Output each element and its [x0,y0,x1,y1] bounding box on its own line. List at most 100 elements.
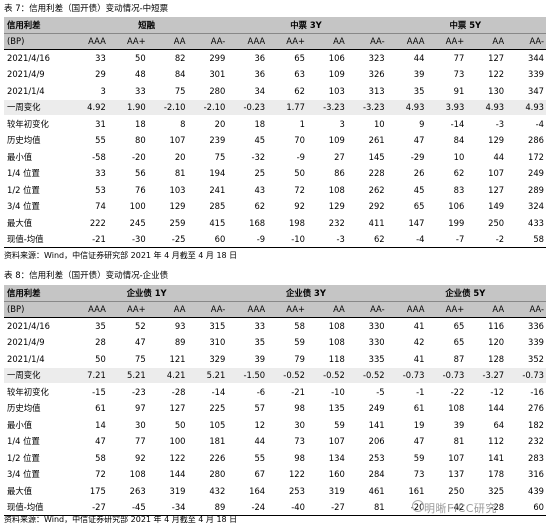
table-cell: 106 [306,49,347,67]
table-cell: 77 [426,49,467,67]
table-cell: 77 [107,433,148,450]
row-label: 2021/1/4 [4,350,68,368]
table-cell: 44 [386,49,427,67]
table-row: 一周变化 7.21 5.21 4.21 5.21 -1.50 -0.52 -0.52 -0.52… [4,367,546,384]
table-cell: 347 [506,82,546,100]
row-label: 最小值 [4,416,68,434]
table-cell: 103 [147,181,188,199]
table7-source: 资料来源：Wind，中信证券研究部 2021 年 4 月截至 4 月 18 日 [4,251,238,260]
table8-source: 资料来源：Wind，中信证券研究部 2021 年 4 月截至 4 月 18 日 [4,515,238,524]
group-header: 短融 [68,17,228,34]
table-cell: -3 [306,231,347,248]
table-cell: 3 [68,82,108,100]
table-row: 3/4 位置 72 108 144 280 67 122 160 284 73 137 178 316 [4,466,546,483]
row-label: 1/4 位置 [4,433,68,450]
table-cell: 76 [107,181,148,199]
table-cell: 64 [466,416,507,434]
table-cell: 249 [346,400,387,417]
table-row: 较年初变化 -15 -23 -28 -14 -6 -21 -10 -5 -1 -22 -12 -16 [4,383,546,401]
table-cell: 65 [426,334,467,351]
table-cell: 4.21 [147,367,188,384]
table-cell: 72 [267,181,307,199]
table-cell: 352 [506,350,546,368]
table-cell: 65 [267,49,307,67]
table-cell: -3 [466,115,507,133]
table-cell: 109 [306,132,347,149]
table-cell: 118 [306,350,347,368]
table-cell: 4.92 [68,99,108,116]
table-cell: 41 [386,350,427,368]
table-cell: 228 [346,165,387,182]
table-cell: -27 [306,499,347,516]
table-cell: 129 [466,132,507,149]
table-cell: 411 [346,214,387,232]
table-cell: 280 [187,466,228,483]
table-cell: 415 [187,214,228,232]
table-cell: 329 [187,350,228,368]
column-header: AA [306,301,347,318]
table-cell: 108 [306,181,347,199]
table-cell: 292 [346,198,387,215]
table-cell: 144 [147,466,188,483]
table-cell: 58 [68,449,108,467]
table-cell: -1.50 [227,367,268,384]
table-row: 最小值 14 30 50 105 12 30 59 141 19 39 64 182 [4,416,546,434]
table-cell: 116 [466,317,507,335]
table-cell: 45 [386,181,427,199]
table-cell: -14 [187,383,228,401]
table-cell: 144 [466,400,507,417]
table-cell: -3.23 [306,99,347,116]
table-cell: 35 [68,317,108,335]
table-cell: 161 [386,482,427,500]
table-cell: 62 [426,165,467,182]
group-header: 企业债 1Y [68,285,228,302]
table-cell: 92 [267,198,307,215]
table-cell: 263 [107,482,148,500]
table-cell: 36 [227,49,268,67]
table-cell: 70 [267,132,307,149]
table-cell: -40 [267,499,307,516]
table-cell: 25 [227,165,268,182]
table-cell: 301 [187,66,228,83]
table-cell: 31 [68,115,108,133]
table-cell: -12 [466,383,507,401]
table-cell: 43 [227,181,268,199]
table-cell: 112 [466,433,507,450]
table-cell: 222 [68,214,108,232]
table-cell: 65 [386,198,427,215]
table-cell: -30 [107,231,148,248]
table-cell: 325 [466,482,507,500]
table-cell: 127 [147,400,188,417]
table-cell: 33 [68,49,108,67]
table-cell: 39 [426,416,467,434]
row-label: 最小值 [4,148,68,166]
table-cell: 45 [227,132,268,149]
table-cell: 198 [267,214,307,232]
table-cell: 141 [466,449,507,467]
table-cell: 108 [306,334,347,351]
table-row: 历史均值 61 97 127 225 57 98 135 249 61 108 144 276 [4,400,546,417]
table-cell: 12 [227,416,268,434]
table-cell: 62 [267,82,307,100]
table-cell: 245 [107,214,148,232]
row-label: 2021/1/4 [4,82,68,100]
table-cell: 259 [147,214,188,232]
table-cell: 91 [426,82,467,100]
table-cell: 285 [187,198,228,215]
row-label: 3/4 位置 [4,466,68,483]
table-cell: 75 [107,350,148,368]
table-cell: 141 [346,416,387,434]
table7-body: 信用利差 短融 中票 3Y 中票 5Y (BP) AAA AA+ AA AA- AAA AA+ AA A… [4,17,546,248]
table-row: 1/4 位置 47 77 100 181 44 73 107 206 47 81 112 232 [4,433,546,450]
table-cell: 73 [426,66,467,83]
table-cell: 120 [466,334,507,351]
column-header-row: (BP) AAA AA+ AA AA- AAA AA+ AA AA- AAA AA+ AA AA- [4,301,546,318]
row-label: 现值-均值 [4,499,68,516]
table-cell: 108 [306,317,347,335]
table-cell: 461 [346,482,387,500]
table-cell: 81 [426,433,467,450]
table-cell: 284 [346,466,387,483]
column-header: AA- [187,33,228,50]
row-label: 1/4 位置 [4,165,68,182]
table-cell: -24 [227,499,268,516]
